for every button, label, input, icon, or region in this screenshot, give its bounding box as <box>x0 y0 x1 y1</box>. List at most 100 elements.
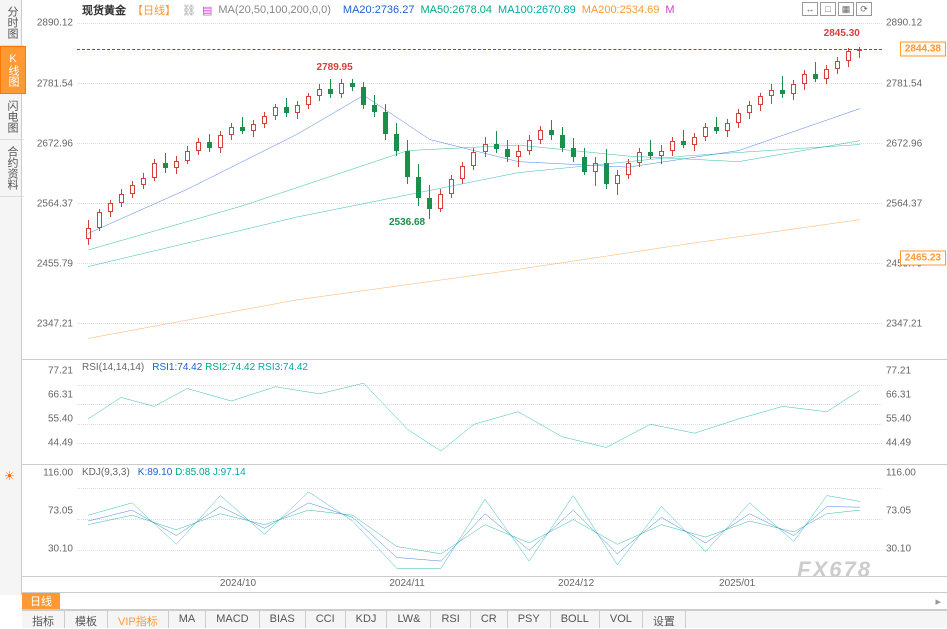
y-tick: 116.00 <box>886 467 916 478</box>
candle <box>626 18 631 355</box>
y-tick: 2672.96 <box>37 138 73 149</box>
indicator-tab[interactable]: 指标 <box>22 611 65 628</box>
left-sidebar: 分时图K线图闪电图合约资料 <box>0 0 22 595</box>
candle <box>361 18 366 355</box>
candle <box>571 18 576 355</box>
candle <box>846 18 851 355</box>
y-tick: 2672.96 <box>886 138 922 149</box>
kdj-y-left: 116.0073.0530.10 <box>22 465 77 576</box>
indicator-tab[interactable]: KDJ <box>346 611 388 628</box>
candle <box>262 18 267 355</box>
indicator-tab[interactable]: VIP指标 <box>108 611 169 628</box>
indicator-tab[interactable]: 模板 <box>65 611 108 628</box>
candle <box>130 18 135 355</box>
main-price-chart: 现货黄金 【日线】 ⛓ ▤ MA(20,50,100,200,0,0) MA20… <box>22 0 947 360</box>
candle <box>229 18 234 355</box>
indicator-tab[interactable]: BOLL <box>551 611 600 628</box>
candle <box>416 18 421 355</box>
candle <box>527 18 532 355</box>
candle <box>593 18 598 355</box>
indicator-tab[interactable]: CR <box>471 611 508 628</box>
candle <box>471 18 476 355</box>
indicator-tab[interactable]: MA <box>169 611 207 628</box>
expand-icon[interactable]: ▸ <box>929 595 947 608</box>
x-label: 2024/10 <box>220 578 256 589</box>
candle <box>725 18 730 355</box>
chain-icon[interactable]: ⛓ <box>182 4 196 17</box>
indicator-tab[interactable]: RSI <box>431 611 470 628</box>
kdj-plot-area[interactable] <box>77 481 882 572</box>
toolbar-icon[interactable]: ↔ <box>802 2 818 16</box>
y-tick: 2890.12 <box>37 18 73 29</box>
candle <box>549 18 554 355</box>
indicator-tab[interactable]: PSY <box>508 611 551 628</box>
rsi-value: RSI3:74.42 <box>258 362 308 373</box>
timeframe-label[interactable]: 日线 <box>22 593 60 609</box>
x-axis-labels: 2024/102024/112024/122025/01 <box>77 578 882 592</box>
sidebar-item[interactable]: 合约资料 <box>0 140 24 197</box>
candle <box>802 18 807 355</box>
indicator-tab[interactable]: VOL <box>600 611 643 628</box>
toolbar-icon[interactable]: ⟳ <box>856 2 872 16</box>
y-tick: 116.00 <box>43 467 73 478</box>
y-tick: 66.31 <box>48 389 73 400</box>
y-axis-left: 2890.122781.542672.962564.372455.792347.… <box>22 0 77 359</box>
candle <box>207 18 212 355</box>
candle <box>582 18 587 355</box>
rsi-plot-area[interactable] <box>77 376 882 460</box>
candle <box>659 18 664 355</box>
x-label: 2024/12 <box>558 578 594 589</box>
candle <box>295 18 300 355</box>
candle <box>483 18 488 355</box>
candle <box>449 18 454 355</box>
price-plot-area[interactable]: 2789.952536.682845.302844.382465.23▸ <box>77 18 882 355</box>
candle <box>119 18 124 355</box>
candle <box>141 18 146 355</box>
instrument-title: 现货黄金 <box>82 2 126 18</box>
kdj-value: K:89.10 <box>138 467 172 478</box>
y-tick: 2347.21 <box>37 319 73 330</box>
period-label: 【日线】 <box>132 2 176 18</box>
indicator-tab[interactable]: LW& <box>387 611 431 628</box>
price-tag: 2465.23 <box>900 251 946 266</box>
rsi-value: RSI2:74.42 <box>205 362 255 373</box>
sidebar-item[interactable]: 分时图 <box>0 0 24 46</box>
candle <box>174 18 179 355</box>
candle <box>813 18 818 355</box>
layers-icon[interactable]: ▤ <box>202 4 212 17</box>
toolbar-icon[interactable]: □ <box>820 2 836 16</box>
candle <box>736 18 741 355</box>
indicator-tab[interactable]: 设置 <box>643 611 686 628</box>
indicator-tab[interactable]: MACD <box>206 611 259 628</box>
ma-value: MA200:2534.69 <box>582 4 660 16</box>
kdj-y-right: 116.0073.0530.10 <box>882 465 947 576</box>
ma-params: MA(20,50,100,200,0,0) <box>218 4 331 16</box>
ma-value: MA100:2670.89 <box>498 4 576 16</box>
candle <box>152 18 157 355</box>
candle <box>405 18 410 355</box>
candle <box>692 18 697 355</box>
indicator-tab[interactable]: BIAS <box>260 611 306 628</box>
kdj-value: J:97.14 <box>213 467 246 478</box>
y-tick: 2347.21 <box>886 319 922 330</box>
candle <box>516 18 521 355</box>
candle <box>306 18 311 355</box>
sidebar-item[interactable]: 闪电图 <box>0 94 24 140</box>
candle <box>394 18 399 355</box>
indicator-tabs: 指标模板VIP指标MAMACDBIASCCIKDJLW&RSICRPSYBOLL… <box>22 610 947 628</box>
y-tick: 44.49 <box>48 438 73 449</box>
y-tick: 77.21 <box>886 365 911 376</box>
candle <box>857 18 862 355</box>
candle <box>273 18 278 355</box>
rsi-panel: RSI(14,14,14) RSI1:74.42 RSI2:74.42 RSI3… <box>22 360 947 465</box>
candle <box>637 18 642 355</box>
indicator-tab[interactable]: CCI <box>306 611 346 628</box>
toolbar-icon[interactable]: ▦ <box>838 2 854 16</box>
candle <box>835 18 840 355</box>
y-tick: 2564.37 <box>37 198 73 209</box>
price-annotation: 2789.95 <box>317 62 353 73</box>
kdj-value: D:85.08 <box>175 467 210 478</box>
candle <box>780 18 785 355</box>
candle <box>538 18 543 355</box>
candle <box>240 18 245 355</box>
